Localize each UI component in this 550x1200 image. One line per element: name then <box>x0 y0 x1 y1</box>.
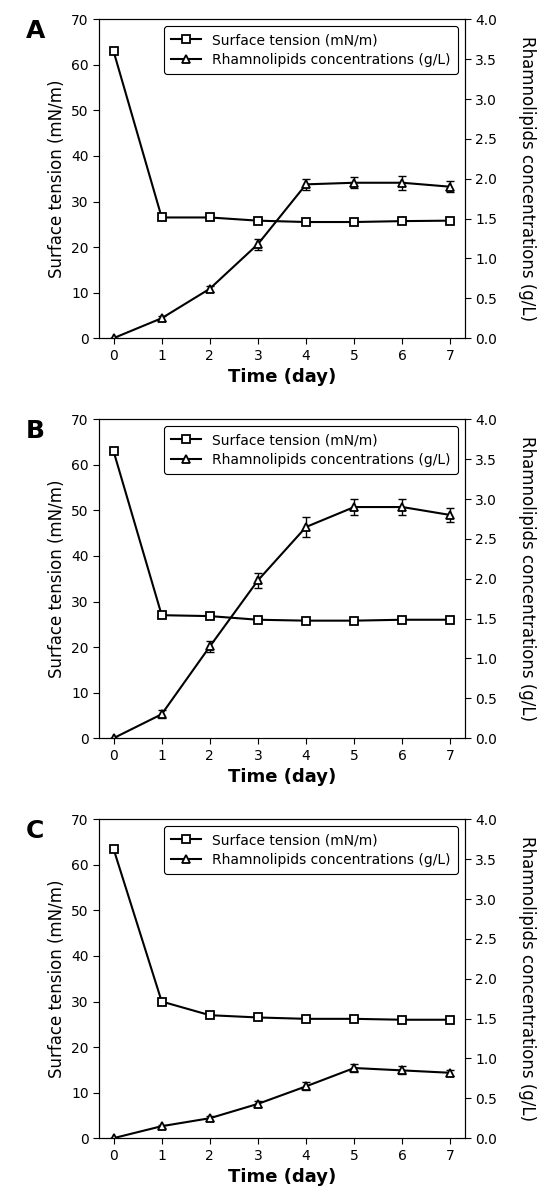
X-axis label: Time (day): Time (day) <box>228 768 336 786</box>
Y-axis label: Surface tension (mN/m): Surface tension (mN/m) <box>47 480 65 678</box>
Y-axis label: Rhamnolipids concentrations (g/L): Rhamnolipids concentrations (g/L) <box>518 836 536 1121</box>
X-axis label: Time (day): Time (day) <box>228 1168 336 1186</box>
Legend: Surface tension (mN/m), Rhamnolipids concentrations (g/L): Surface tension (mN/m), Rhamnolipids con… <box>164 26 458 73</box>
Legend: Surface tension (mN/m), Rhamnolipids concentrations (g/L): Surface tension (mN/m), Rhamnolipids con… <box>164 827 458 874</box>
Y-axis label: Rhamnolipids concentrations (g/L): Rhamnolipids concentrations (g/L) <box>518 36 536 322</box>
Text: A: A <box>26 19 45 43</box>
Text: B: B <box>26 419 45 443</box>
Y-axis label: Surface tension (mN/m): Surface tension (mN/m) <box>47 880 65 1078</box>
Text: C: C <box>26 820 45 844</box>
X-axis label: Time (day): Time (day) <box>228 368 336 386</box>
Legend: Surface tension (mN/m), Rhamnolipids concentrations (g/L): Surface tension (mN/m), Rhamnolipids con… <box>164 426 458 474</box>
Y-axis label: Rhamnolipids concentrations (g/L): Rhamnolipids concentrations (g/L) <box>518 437 536 721</box>
Y-axis label: Surface tension (mN/m): Surface tension (mN/m) <box>47 79 65 278</box>
